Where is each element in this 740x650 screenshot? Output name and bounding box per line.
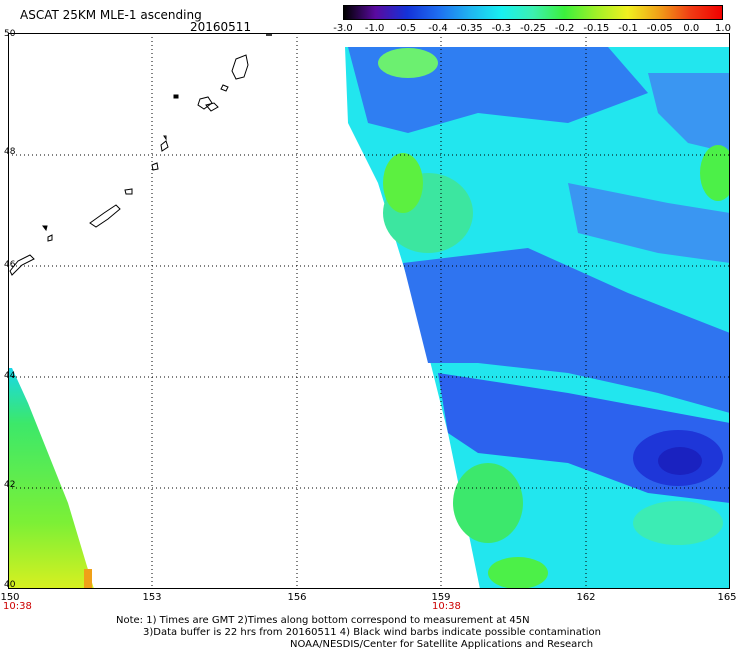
colorbar-tick-label: 0.0 bbox=[683, 23, 700, 34]
swath-green-region bbox=[700, 145, 730, 201]
swath-green-region bbox=[488, 557, 548, 589]
swath-green-region bbox=[378, 48, 438, 78]
colorbar-tick-label: -3.0 bbox=[333, 23, 353, 34]
swath-blue-region bbox=[568, 183, 730, 263]
lat-label: 42 bbox=[4, 480, 16, 490]
lat-label: 44 bbox=[4, 371, 16, 381]
map-frame bbox=[8, 33, 730, 589]
lon-label: 153 bbox=[142, 592, 162, 603]
lat-label: 40 bbox=[4, 580, 16, 590]
map-canvas bbox=[8, 33, 730, 589]
colorbar-tick-label: -0.15 bbox=[583, 23, 610, 34]
time-label: 10:38 bbox=[3, 601, 32, 612]
colorbar-tick-label: -0.5 bbox=[396, 23, 417, 34]
time-label: 10:38 bbox=[432, 601, 461, 612]
colorbar-tick-label: -0.2 bbox=[554, 23, 575, 34]
colorbar bbox=[343, 5, 723, 20]
swath-blue-region bbox=[648, 73, 730, 153]
swath-blue-region bbox=[403, 248, 730, 413]
lon-label: 162 bbox=[576, 592, 596, 603]
map-plot bbox=[8, 33, 730, 589]
colorbar-tick-label: -0.35 bbox=[456, 23, 483, 34]
note-line-3: NOAA/NESDIS/Center for Satellite Applica… bbox=[290, 639, 594, 650]
colorbar-tick-label: -0.25 bbox=[520, 23, 546, 34]
grid-lines bbox=[8, 33, 730, 589]
colorbar-tick-label: -0.1 bbox=[618, 23, 638, 34]
swath-west bbox=[8, 368, 94, 589]
coastline-islands bbox=[9, 34, 272, 276]
colorbar-tick-label: -0.4 bbox=[428, 23, 448, 34]
swath-west-orange-cell bbox=[84, 569, 92, 589]
lat-label: 48 bbox=[4, 147, 16, 157]
colorbar-tick-label: -1.0 bbox=[364, 23, 385, 34]
lon-label: 165 bbox=[717, 592, 737, 603]
note-line-2: 3)Data buffer is 22 hrs from 20160511 4)… bbox=[143, 627, 601, 638]
lon-label: 159 bbox=[431, 592, 451, 603]
colorbar-tick-label: -0.05 bbox=[646, 23, 673, 34]
lat-label: 50 bbox=[4, 29, 16, 39]
colorbar-tick-label: -0.3 bbox=[491, 23, 512, 34]
swath-green-region bbox=[633, 501, 723, 545]
map-title: ASCAT 25KM MLE-1 ascending bbox=[20, 8, 202, 22]
lat-label: 46 bbox=[4, 260, 16, 270]
colorbar-tick-label: 1.0 bbox=[715, 23, 731, 34]
swath-green-region bbox=[383, 153, 423, 213]
map-date: 20160511 bbox=[190, 20, 252, 34]
note-line-1: Note: 1) Times are GMT 2)Times along bot… bbox=[116, 615, 530, 626]
lon-label: 156 bbox=[287, 592, 307, 603]
colorbar-ticks: -3.0 -1.0 -0.5 -0.4 -0.35 -0.3 -0.25 -0.2 -0.15-… bbox=[333, 23, 735, 37]
swath-deep-blue-spot bbox=[658, 447, 702, 475]
lon-label: 150 bbox=[0, 592, 20, 603]
swath-green-region bbox=[453, 463, 523, 543]
